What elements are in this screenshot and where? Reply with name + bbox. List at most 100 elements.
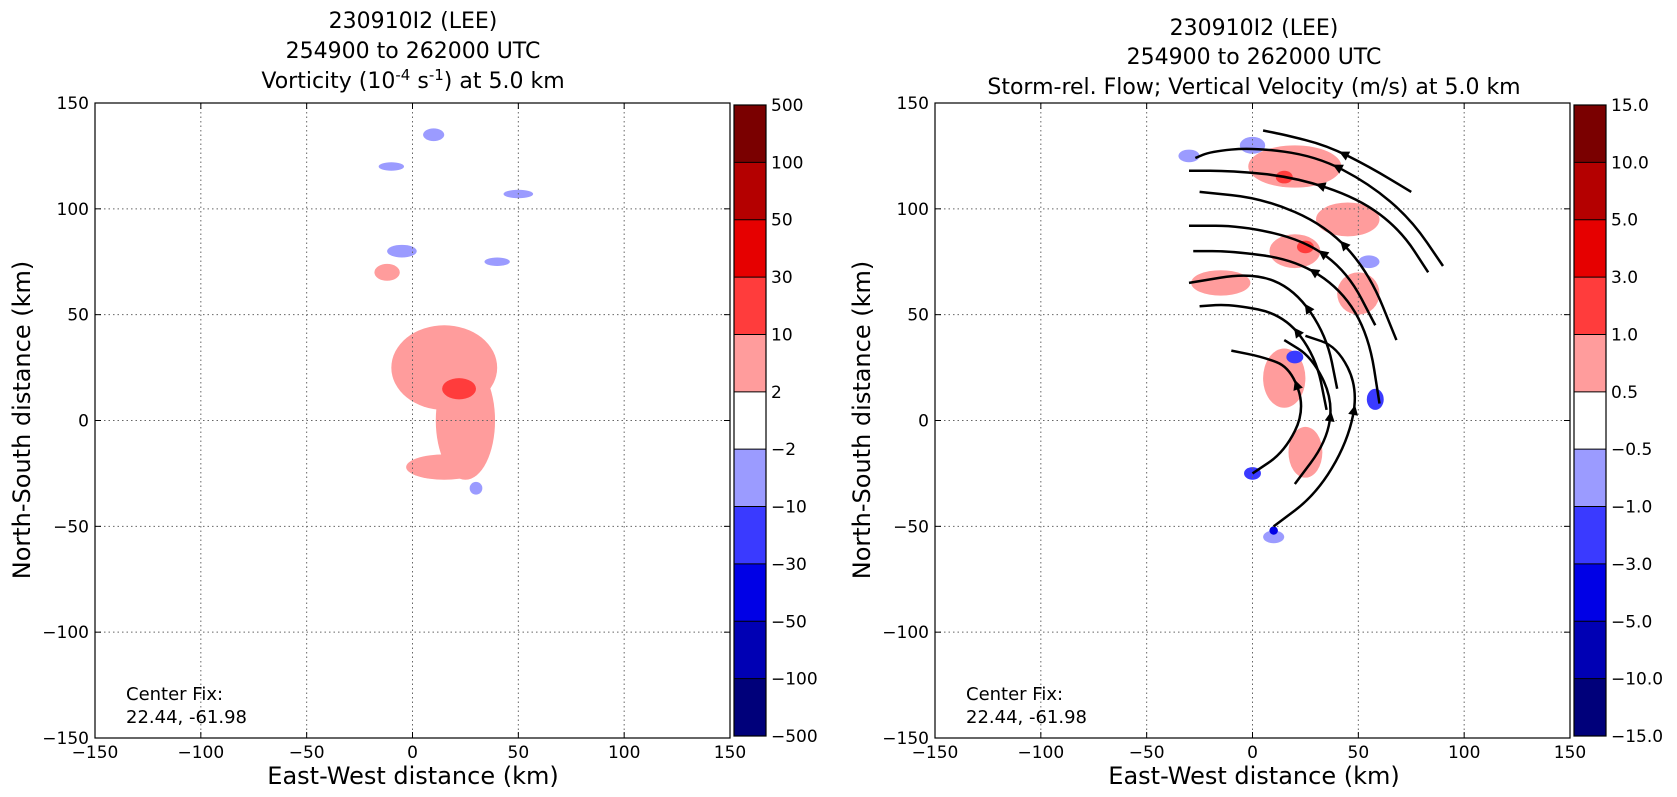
panel2-field-region xyxy=(1269,526,1278,535)
streamline-arrow xyxy=(1332,164,1344,174)
panel1-colorbar-segment xyxy=(734,621,766,679)
panel2-field-region xyxy=(1296,240,1314,254)
panel2-x-tick-label: 0 xyxy=(1247,743,1258,763)
panel2-colorbar-label: 15.0 xyxy=(1611,96,1649,116)
panel1-colorbar-label: 2 xyxy=(771,383,782,403)
vertical-velocity-panel: 230910I2 (LEE) 254900 to 262000 UTC Stor… xyxy=(848,16,1663,790)
panel2-y-tick-label: −100 xyxy=(882,623,929,643)
panel2-field-region xyxy=(1286,350,1304,364)
panel2-field-region xyxy=(1263,530,1285,544)
panel2-y-tick-label: 0 xyxy=(918,412,929,432)
panel1-field-region xyxy=(484,257,510,266)
panel2-center-fix-label: Center Fix: xyxy=(966,684,1063,705)
panel2-y-tick-label: 50 xyxy=(907,306,929,326)
panel2-x-tick-label: −100 xyxy=(1017,743,1064,763)
panel1-colorbar-segment xyxy=(734,105,766,163)
panel1-ylabel: North-South distance (km) xyxy=(8,261,36,580)
streamline xyxy=(1193,249,1381,404)
streamline xyxy=(1189,169,1430,274)
panel1-colorbar-label: −500 xyxy=(771,727,818,747)
panel2-colorbar-label: −0.5 xyxy=(1611,440,1652,460)
panel1-colorbar-segment xyxy=(734,391,766,450)
vertical-velocity-colorbar: 15.0 10.0 5.0 3.0 1.0 0.5 −0.5 −1.0 −3.0 −5.0 −10.… xyxy=(1573,96,1663,747)
streamline-arrow xyxy=(1318,250,1330,261)
panel1-field-region xyxy=(374,263,400,281)
streamline-arrow xyxy=(1293,327,1304,339)
panel1-x-ticks: −150 −100 −50 0 50 100 150 xyxy=(72,103,746,763)
storm-relative-streamlines xyxy=(1188,129,1445,528)
panel2-center-fix-coords: 22.44, -61.98 xyxy=(966,707,1087,728)
panel2-x-ticks: −150 −100 −50 0 50 100 150 xyxy=(912,103,1586,763)
panel2-colorbar-segment xyxy=(1574,391,1606,450)
panel2-y-tick-label: −50 xyxy=(893,517,929,537)
panel2-colorbar-label: 5.0 xyxy=(1611,211,1638,231)
panel2-colorbar-segment xyxy=(1574,334,1606,392)
panel2-colorbar-segment xyxy=(1574,219,1606,278)
streamline-arrow xyxy=(1340,240,1351,252)
panel1-y-tick-label: 0 xyxy=(78,412,89,432)
panel1-title-line2: 254900 to 262000 UTC xyxy=(286,39,541,64)
panel1-title-prefix: Vorticity (10 xyxy=(261,69,395,94)
panel2-x-tick-label: −150 xyxy=(912,743,959,763)
streamline-arrow xyxy=(1315,182,1327,192)
panel1-colorbar-segment xyxy=(734,506,766,564)
panel1-field-region xyxy=(423,128,445,142)
panel1-y-tick-label: −100 xyxy=(42,623,89,643)
panel1-y-tick-label: 150 xyxy=(57,94,89,114)
panel1-y-tick-label: 100 xyxy=(57,200,89,220)
panel1-field-region xyxy=(469,481,483,495)
panel1-title-line1: 230910I2 (LEE) xyxy=(329,9,498,34)
panel1-field-region xyxy=(442,378,477,400)
panel1-colorbar-label: −30 xyxy=(771,555,807,575)
panel1-colorbar-segment xyxy=(734,449,766,507)
panel1-colorbar-segment xyxy=(734,563,766,622)
panel1-x-tick-label: 100 xyxy=(608,743,640,763)
panel2-colorbar-segment xyxy=(1574,506,1606,564)
streamline-arrow xyxy=(1309,268,1321,279)
panel1-colorbar-label: 30 xyxy=(771,268,793,288)
panel1-colorbar-segment xyxy=(734,277,766,335)
panel1-field-region xyxy=(514,219,608,262)
panel1-field-region xyxy=(427,473,504,537)
streamline xyxy=(1199,303,1328,411)
panel2-colorbar-label: 3.0 xyxy=(1611,268,1638,288)
panel2-y-tick-label: 100 xyxy=(897,200,929,220)
panel2-colorbar-label: −1.0 xyxy=(1611,498,1652,518)
panel2-x-tick-label: 150 xyxy=(1554,743,1586,763)
streamline xyxy=(1194,147,1445,267)
panel2-y-ticks: −150 −100 −50 0 50 100 150 xyxy=(882,94,1570,749)
panel2-x-tick-label: −50 xyxy=(1129,743,1165,763)
panel2-field-region xyxy=(1366,388,1384,410)
vorticity-panel: 230910I2 (LEE) 254900 to 262000 UTC Vort… xyxy=(8,9,818,790)
panel1-colorbar-label: 100 xyxy=(771,153,803,173)
streamline-arrow xyxy=(1304,303,1315,315)
panel2-x-tick-label: 100 xyxy=(1448,743,1480,763)
panel2-title-line3: Storm-rel. Flow; Vertical Velocity (m/s)… xyxy=(987,75,1520,100)
panel2-field-region xyxy=(1248,145,1342,188)
panel1-center-fix-coords: 22.44, -61.98 xyxy=(126,707,247,728)
panel2-colorbar-segment xyxy=(1574,162,1606,220)
panel1-colorbar-label: −100 xyxy=(771,670,818,690)
panel2-colorbar-label: −15.0 xyxy=(1611,727,1663,747)
panel2-colorbar-segment xyxy=(1574,563,1606,622)
panel1-y-ticks: −150 −100 −50 0 50 100 150 xyxy=(42,94,730,749)
panel1-colorbar-segment xyxy=(734,162,766,220)
vorticity-field xyxy=(374,124,608,537)
panel2-colorbar-label: 10.0 xyxy=(1611,153,1649,173)
panel2-colorbar-frame xyxy=(1573,104,1607,737)
panel1-title-exp2: -1 xyxy=(429,66,444,84)
panel1-y-tick-label: −50 xyxy=(53,517,89,537)
panel1-colorbar-label: −2 xyxy=(771,440,796,460)
panel2-y-tick-label: 150 xyxy=(897,94,929,114)
panel1-x-tick-label: −150 xyxy=(72,743,119,763)
panel1-grid xyxy=(95,103,730,738)
streamline xyxy=(1272,334,1357,528)
streamline xyxy=(1283,339,1332,485)
panel1-colorbar-label: 500 xyxy=(771,96,803,116)
panel1-title-mid: s xyxy=(410,69,428,94)
panel1-field-region xyxy=(378,162,405,171)
panel1-colorbar-label: 50 xyxy=(771,211,793,231)
panel2-colorbar-label: −3.0 xyxy=(1611,555,1652,575)
panel1-colorbar-frame xyxy=(733,104,767,737)
streamline xyxy=(1262,129,1412,193)
